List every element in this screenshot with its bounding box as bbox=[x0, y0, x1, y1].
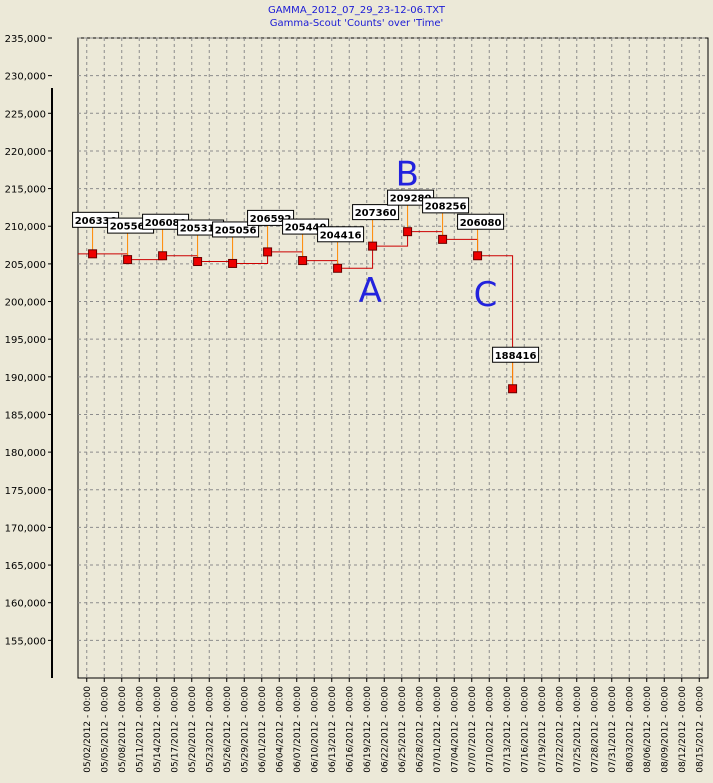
data-label: 208256 bbox=[425, 201, 467, 212]
annotation-a: A bbox=[359, 271, 382, 311]
data-label-box bbox=[457, 213, 505, 230]
y-tick-label: 215,000 bbox=[5, 185, 46, 196]
data-point-marker bbox=[263, 247, 273, 257]
y-tick-label: 220,000 bbox=[5, 147, 46, 158]
x-tick-label: 08/03/2012 - 00:00 bbox=[625, 686, 635, 773]
x-tick-label: 06/22/2012 - 00:00 bbox=[380, 686, 390, 773]
data-point-marker bbox=[193, 257, 203, 267]
x-tick-label: 06/28/2012 - 00:00 bbox=[415, 686, 425, 773]
x-tick-label: 05/17/2012 - 00:00 bbox=[170, 686, 180, 773]
y-tick-label: 210,000 bbox=[5, 222, 46, 233]
x-tick-label: 08/09/2012 - 00:00 bbox=[660, 686, 670, 773]
x-tick-label: 08/12/2012 - 00:00 bbox=[678, 686, 688, 773]
data-label-box bbox=[317, 226, 365, 243]
data-label: 204416 bbox=[320, 230, 362, 241]
x-tick-label: 07/22/2012 - 00:00 bbox=[555, 686, 565, 773]
data-label-box bbox=[422, 197, 470, 214]
data-point-marker bbox=[298, 256, 308, 266]
x-tick-label: 06/10/2012 - 00:00 bbox=[310, 686, 320, 773]
x-tick-label: 05/08/2012 - 00:00 bbox=[118, 686, 128, 773]
data-point-marker bbox=[368, 241, 378, 251]
x-tick-label: 06/01/2012 - 00:00 bbox=[258, 686, 268, 773]
y-tick-label: 180,000 bbox=[5, 448, 46, 459]
x-tick-label: 05/02/2012 - 00:00 bbox=[83, 686, 93, 773]
data-label-box bbox=[492, 346, 540, 363]
y-tick-label: 170,000 bbox=[5, 523, 46, 534]
x-tick-label: 07/28/2012 - 00:00 bbox=[590, 686, 600, 773]
x-tick-label: 05/14/2012 - 00:00 bbox=[153, 686, 163, 773]
annotation-c: C bbox=[474, 275, 498, 315]
data-label: 205440 bbox=[285, 223, 327, 234]
data-label-box bbox=[352, 204, 400, 221]
data-label: 205312 bbox=[180, 224, 222, 235]
x-tick-label: 07/19/2012 - 00:00 bbox=[538, 686, 548, 773]
x-tick-label: 07/13/2012 - 00:00 bbox=[503, 686, 513, 773]
data-label-box bbox=[247, 209, 295, 226]
y-tick-label: 235,000 bbox=[5, 34, 46, 45]
x-tick-label: 05/11/2012 - 00:00 bbox=[135, 686, 145, 773]
x-tick-label: 06/07/2012 - 00:00 bbox=[293, 686, 303, 773]
x-tick-label: 05/05/2012 - 00:00 bbox=[100, 686, 110, 773]
x-tick-label: 06/04/2012 - 00:00 bbox=[275, 686, 285, 773]
y-tick-label: 230,000 bbox=[5, 72, 46, 83]
data-label: 206080 bbox=[145, 218, 187, 229]
data-point-marker bbox=[403, 227, 413, 237]
chart-title-block: GAMMA_2012_07_29_23-12-06.TXT Gamma-Scou… bbox=[0, 4, 713, 30]
y-tick-label: 165,000 bbox=[5, 561, 46, 572]
data-point-marker bbox=[508, 384, 518, 394]
data-point-marker bbox=[158, 251, 168, 261]
data-label: 207360 bbox=[355, 208, 397, 219]
data-point-marker bbox=[228, 258, 238, 268]
x-tick-label: 06/13/2012 - 00:00 bbox=[328, 686, 338, 773]
plot-area bbox=[77, 37, 709, 679]
y-tick-label: 190,000 bbox=[5, 373, 46, 384]
y-tick-label: 205,000 bbox=[5, 260, 46, 271]
data-point-marker bbox=[438, 234, 448, 244]
x-tick-label: 08/06/2012 - 00:00 bbox=[643, 686, 653, 773]
data-label: 206336 bbox=[75, 216, 117, 227]
y-tick-label: 185,000 bbox=[5, 410, 46, 421]
y-tick-label: 225,000 bbox=[5, 109, 46, 120]
x-tick-label: 07/10/2012 - 00:00 bbox=[485, 686, 495, 773]
x-tick-label: 07/04/2012 - 00:00 bbox=[450, 686, 460, 773]
y-tick-label: 175,000 bbox=[5, 486, 46, 497]
x-tick-label: 06/25/2012 - 00:00 bbox=[398, 686, 408, 773]
x-tick-label: 08/15/2012 - 00:00 bbox=[695, 686, 705, 773]
data-label: 209280 bbox=[390, 194, 432, 205]
x-tick-label: 07/31/2012 - 00:00 bbox=[608, 686, 618, 773]
annotation-b: B bbox=[396, 155, 419, 195]
chart-title: GAMMA_2012_07_29_23-12-06.TXT bbox=[267, 5, 446, 16]
x-tick-label: 07/16/2012 - 00:00 bbox=[520, 686, 530, 773]
x-tick-label: 05/29/2012 - 00:00 bbox=[240, 686, 250, 773]
data-point-marker bbox=[473, 251, 483, 261]
data-point-marker bbox=[123, 255, 133, 265]
chart-subtitle: Gamma-Scout 'Counts' over 'Time' bbox=[269, 18, 444, 29]
y-tick-label: 155,000 bbox=[5, 636, 46, 647]
x-tick-label: 07/01/2012 - 00:00 bbox=[433, 686, 443, 773]
data-point-marker bbox=[88, 249, 98, 259]
y-tick-label: 160,000 bbox=[5, 599, 46, 610]
data-point-marker bbox=[333, 263, 343, 273]
data-label: 206592 bbox=[250, 214, 292, 225]
x-tick-label: 06/16/2012 - 00:00 bbox=[345, 686, 355, 773]
x-tick-label: 06/19/2012 - 00:00 bbox=[363, 686, 373, 773]
y-tick-label: 200,000 bbox=[5, 298, 46, 309]
data-label: 205056 bbox=[215, 225, 257, 236]
data-label: 188416 bbox=[495, 351, 537, 362]
y-tick-label: 195,000 bbox=[5, 335, 46, 346]
x-tick-label: 07/07/2012 - 00:00 bbox=[468, 686, 478, 773]
data-label: 205568 bbox=[110, 222, 152, 233]
x-tick-label: 05/23/2012 - 00:00 bbox=[205, 686, 215, 773]
x-tick-label: 05/26/2012 - 00:00 bbox=[223, 686, 233, 773]
data-label: 206080 bbox=[460, 218, 502, 229]
x-tick-label: 07/25/2012 - 00:00 bbox=[573, 686, 583, 773]
x-tick-label: 05/20/2012 - 00:00 bbox=[188, 686, 198, 773]
